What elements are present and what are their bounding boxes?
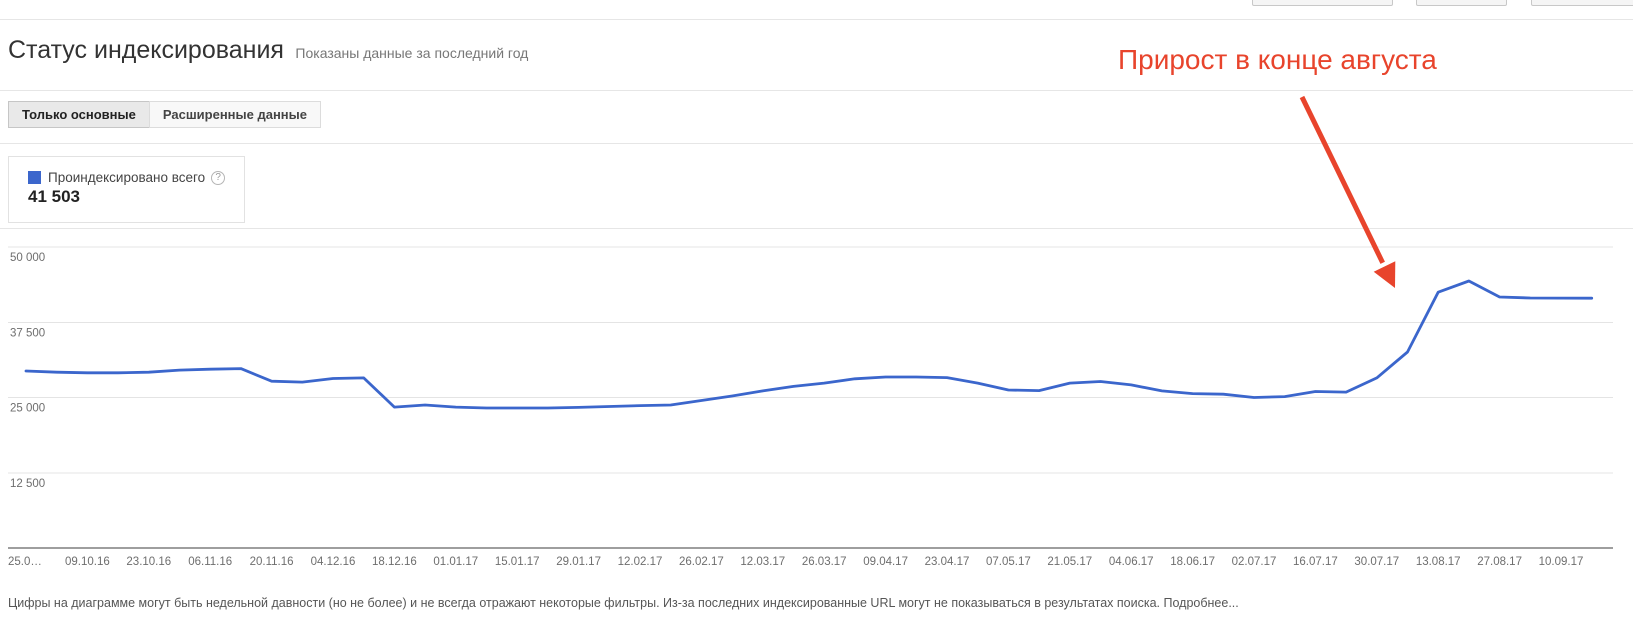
tab-advanced-data[interactable]: Расширенные данные: [148, 101, 321, 128]
svg-text:01.01.17: 01.01.17: [433, 556, 478, 568]
svg-text:06.11.16: 06.11.16: [188, 556, 232, 568]
annotation-label: Прирост в конце августа: [1118, 44, 1437, 75]
view-tabs: Только основные Расширенные данные: [8, 101, 321, 128]
svg-text:37 500: 37 500: [10, 327, 45, 339]
chart-disclaimer: Цифры на диаграмме могут быть недельной …: [8, 596, 1239, 610]
svg-text:50 000: 50 000: [10, 252, 45, 264]
top-toolbar-button-3[interactable]: [1531, 0, 1633, 6]
legend-card-total-indexed[interactable]: Проиндексировано всего ? 41 503: [8, 156, 245, 223]
svg-text:15.01.17: 15.01.17: [495, 556, 540, 568]
svg-text:12.03.17: 12.03.17: [740, 556, 785, 568]
top-divider: [0, 19, 1633, 20]
svg-text:04.12.16: 04.12.16: [311, 556, 356, 568]
svg-text:16.07.17: 16.07.17: [1293, 556, 1338, 568]
svg-text:12 500: 12 500: [10, 478, 45, 490]
svg-text:04.06.17: 04.06.17: [1109, 556, 1154, 568]
svg-text:21.05.17: 21.05.17: [1047, 556, 1092, 568]
top-toolbar-button-1[interactable]: [1252, 0, 1393, 6]
learn-more-link[interactable]: Подробнее...: [1163, 596, 1239, 610]
svg-text:18.12.16: 18.12.16: [372, 556, 417, 568]
legend-section-bottom-divider: [0, 228, 1633, 229]
top-toolbar-button-2[interactable]: [1416, 0, 1507, 6]
page-title: Статус индексирования: [8, 36, 284, 64]
svg-text:27.08.17: 27.08.17: [1477, 556, 1522, 568]
help-icon[interactable]: ?: [211, 170, 226, 185]
page-subtitle: Показаны данные за последний год: [295, 45, 529, 61]
svg-text:26.03.17: 26.03.17: [802, 556, 847, 568]
series-color-swatch: [28, 171, 41, 184]
tab-basic-only[interactable]: Только основные: [8, 101, 150, 128]
legend-section-top-divider: [0, 143, 1633, 144]
svg-text:25 000: 25 000: [10, 403, 45, 415]
svg-text:25.0…: 25.0…: [8, 556, 42, 568]
svg-text:09.04.17: 09.04.17: [863, 556, 908, 568]
svg-text:29.01.17: 29.01.17: [556, 556, 601, 568]
svg-text:10.09.17: 10.09.17: [1539, 556, 1584, 568]
svg-text:26.02.17: 26.02.17: [679, 556, 724, 568]
legend-value: 41 503: [28, 187, 80, 206]
svg-text:23.10.16: 23.10.16: [126, 556, 171, 568]
index-status-line-chart: 12 500 25 000 37 500 50 000 25.0… 09.10.16 23.…: [8, 246, 1613, 568]
annotation-arrow-icon: [1299, 95, 1396, 288]
svg-text:20.11.16: 20.11.16: [250, 556, 294, 568]
svg-text:12.02.17: 12.02.17: [618, 556, 663, 568]
svg-text:23.04.17: 23.04.17: [925, 556, 970, 568]
page-header: Статус индексирования Показаны данные за…: [8, 36, 528, 65]
legend-label: Проиндексировано всего: [48, 170, 206, 185]
svg-text:18.06.17: 18.06.17: [1170, 556, 1215, 568]
svg-text:09.10.16: 09.10.16: [65, 556, 110, 568]
svg-text:30.07.17: 30.07.17: [1354, 556, 1399, 568]
svg-text:13.08.17: 13.08.17: [1416, 556, 1461, 568]
svg-text:02.07.17: 02.07.17: [1232, 556, 1277, 568]
header-divider: [0, 90, 1633, 91]
disclaimer-text: Цифры на диаграмме могут быть недельной …: [8, 596, 1161, 610]
svg-text:07.05.17: 07.05.17: [986, 556, 1031, 568]
